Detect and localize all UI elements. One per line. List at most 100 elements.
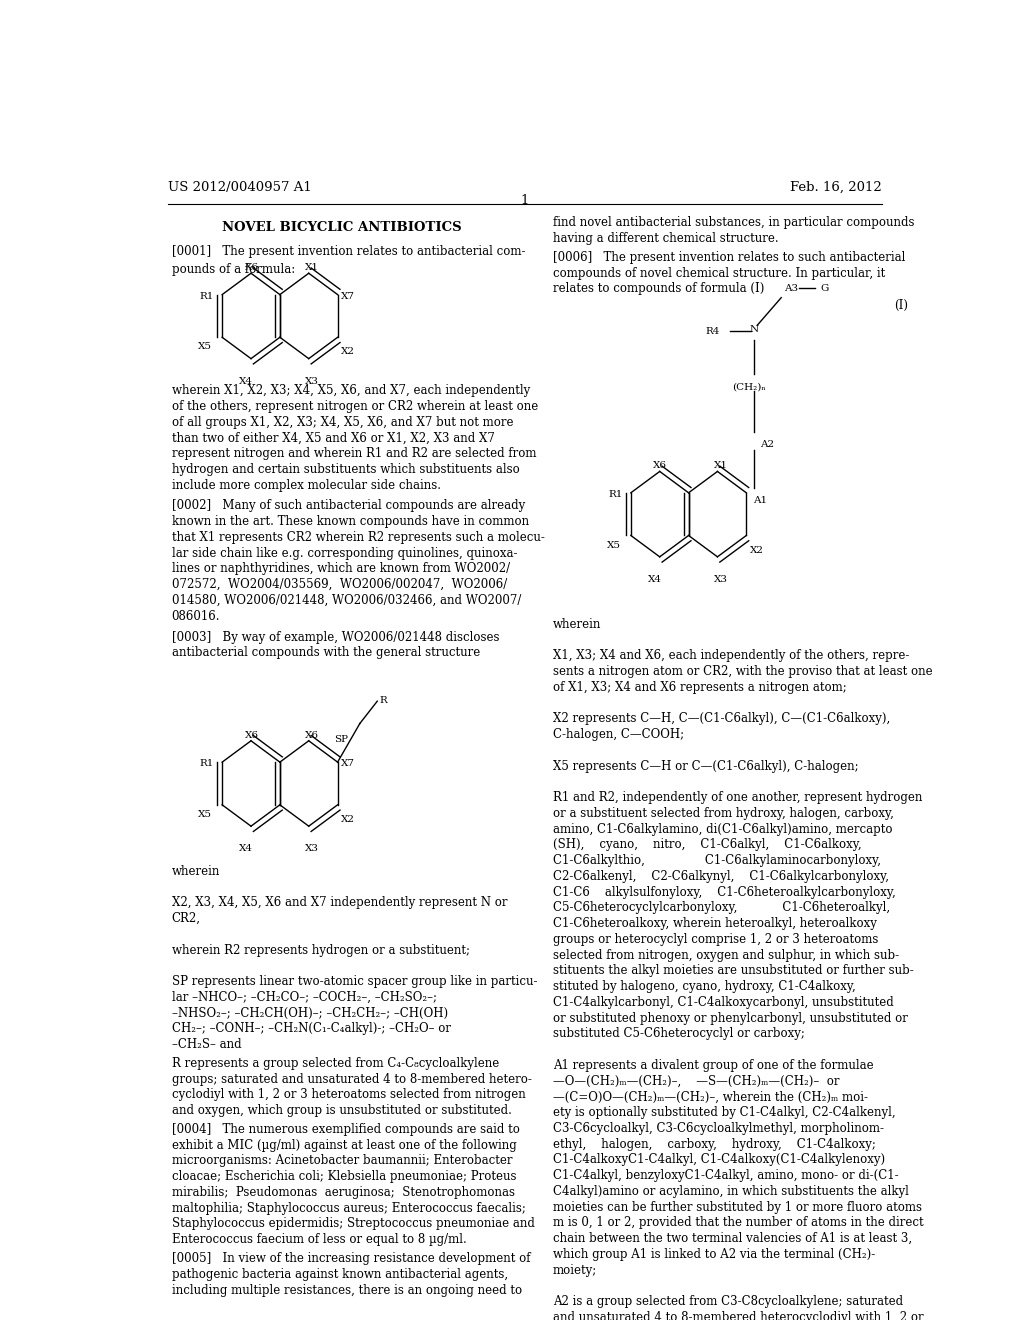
Text: [0002]   Many of such antibacterial compounds are already: [0002] Many of such antibacterial compou… <box>172 499 525 512</box>
Text: moieties can be further substituted by 1 or more fluoro atoms: moieties can be further substituted by 1… <box>553 1201 922 1213</box>
Text: G: G <box>820 284 828 293</box>
Text: antibacterial compounds with the general structure: antibacterial compounds with the general… <box>172 647 480 659</box>
Text: moiety;: moiety; <box>553 1263 597 1276</box>
Text: C1-C6heteroalkoxy, wherein heteroalkyl, heteroalkoxy: C1-C6heteroalkoxy, wherein heteroalkyl, … <box>553 917 877 931</box>
Text: X6: X6 <box>245 731 259 739</box>
Text: (CH₂)ₙ: (CH₂)ₙ <box>732 383 766 392</box>
Text: SP represents linear two-atomic spacer group like in particu-: SP represents linear two-atomic spacer g… <box>172 975 538 989</box>
Text: hydrogen and certain substituents which substituents also: hydrogen and certain substituents which … <box>172 463 519 475</box>
Text: X4: X4 <box>240 378 253 385</box>
Text: and oxygen, which group is unsubstituted or substituted.: and oxygen, which group is unsubstituted… <box>172 1104 512 1117</box>
Text: stituted by halogeno, cyano, hydroxy, C1-C4alkoxy,: stituted by halogeno, cyano, hydroxy, C1… <box>553 981 855 993</box>
Text: than two of either X4, X5 and X6 or X1, X2, X3 and X7: than two of either X4, X5 and X6 or X1, … <box>172 432 495 445</box>
Text: X1: X1 <box>714 461 727 470</box>
Text: that X1 represents CR2 wherein R2 represents such a molecu-: that X1 represents CR2 wherein R2 repres… <box>172 531 545 544</box>
Text: substituted C5-C6heterocyclyl or carboxy;: substituted C5-C6heterocyclyl or carboxy… <box>553 1027 805 1040</box>
Text: [0001]   The present invention relates to antibacterial com-: [0001] The present invention relates to … <box>172 244 525 257</box>
Text: —(C=O)O—(CH₂)ₘ—(CH₂)–, wherein the (CH₂)ₘ moi-: —(C=O)O—(CH₂)ₘ—(CH₂)–, wherein the (CH₂)… <box>553 1090 867 1104</box>
Text: C1-C4alkylcarbonyl, C1-C4alkoxycarbonyl, unsubstituted: C1-C4alkylcarbonyl, C1-C4alkoxycarbonyl,… <box>553 995 893 1008</box>
Text: X1: X1 <box>305 263 318 272</box>
Text: groups; saturated and unsaturated 4 to 8-membered hetero-: groups; saturated and unsaturated 4 to 8… <box>172 1073 531 1085</box>
Text: [0006]   The present invention relates to such antibacterial: [0006] The present invention relates to … <box>553 251 905 264</box>
Text: X3: X3 <box>305 378 318 385</box>
Text: X5: X5 <box>199 810 212 818</box>
Text: pathogenic bacteria against known antibacterial agents,: pathogenic bacteria against known antiba… <box>172 1267 508 1280</box>
Text: X4: X4 <box>648 576 662 585</box>
Text: [0005]   In view of the increasing resistance development of: [0005] In view of the increasing resista… <box>172 1253 530 1265</box>
Text: R1: R1 <box>200 292 214 301</box>
Text: X6: X6 <box>305 731 318 739</box>
Text: X4: X4 <box>240 845 253 854</box>
Text: X7: X7 <box>341 292 354 301</box>
Text: represent nitrogen and wherein R1 and R2 are selected from: represent nitrogen and wherein R1 and R2… <box>172 447 537 461</box>
Text: stituents the alkyl moieties are unsubstituted or further sub-: stituents the alkyl moieties are unsubst… <box>553 965 913 977</box>
Text: C-halogen, C—COOH;: C-halogen, C—COOH; <box>553 729 684 741</box>
Text: X2: X2 <box>341 347 354 356</box>
Text: A3: A3 <box>783 284 798 293</box>
Text: —O—(CH₂)ₘ—(CH₂)–,    —S—(CH₂)ₘ—(CH₂)–  or: —O—(CH₂)ₘ—(CH₂)–, —S—(CH₂)ₘ—(CH₂)– or <box>553 1074 839 1088</box>
Text: or substituted phenoxy or phenylcarbonyl, unsubstituted or: or substituted phenoxy or phenylcarbonyl… <box>553 1011 907 1024</box>
Text: X5: X5 <box>607 541 621 549</box>
Text: m is 0, 1 or 2, provided that the number of atoms in the direct: m is 0, 1 or 2, provided that the number… <box>553 1217 924 1229</box>
Text: –CH₂S– and: –CH₂S– and <box>172 1038 242 1051</box>
Text: Staphylococcus epidermidis; Streptococcus pneumoniae and: Staphylococcus epidermidis; Streptococcu… <box>172 1217 535 1230</box>
Text: known in the art. These known compounds have in common: known in the art. These known compounds … <box>172 515 528 528</box>
Text: cyclodiyl with 1, 2 or 3 heteroatoms selected from nitrogen: cyclodiyl with 1, 2 or 3 heteroatoms sel… <box>172 1089 525 1101</box>
Text: X2: X2 <box>750 545 764 554</box>
Text: sents a nitrogen atom or CR2, with the proviso that at least one: sents a nitrogen atom or CR2, with the p… <box>553 665 932 678</box>
Text: R4: R4 <box>706 327 720 337</box>
Text: mirabilis;  Pseudomonas  aeruginosa;  Stenotrophomonas: mirabilis; Pseudomonas aeruginosa; Steno… <box>172 1185 515 1199</box>
Text: having a different chemical structure.: having a different chemical structure. <box>553 232 778 246</box>
Text: X6: X6 <box>245 263 259 272</box>
Text: X3: X3 <box>714 576 727 585</box>
Text: microorganisms: Acinetobacter baumannii; Enterobacter: microorganisms: Acinetobacter baumannii;… <box>172 1155 512 1167</box>
Text: lar side chain like e.g. corresponding quinolines, quinoxa-: lar side chain like e.g. corresponding q… <box>172 546 517 560</box>
Text: X6: X6 <box>653 461 668 470</box>
Text: find novel antibacterial substances, in particular compounds: find novel antibacterial substances, in … <box>553 216 914 230</box>
Text: exhibit a MIC (µg/ml) against at least one of the following: exhibit a MIC (µg/ml) against at least o… <box>172 1139 516 1152</box>
Text: selected from nitrogen, oxygen and sulphur, in which sub-: selected from nitrogen, oxygen and sulph… <box>553 949 899 962</box>
Text: groups or heterocyclyl comprise 1, 2 or 3 heteroatoms: groups or heterocyclyl comprise 1, 2 or … <box>553 933 878 946</box>
Text: wherein: wherein <box>553 618 601 631</box>
Text: C4alkyl)amino or acylamino, in which substituents the alkyl: C4alkyl)amino or acylamino, in which sub… <box>553 1185 908 1199</box>
Text: wherein: wherein <box>172 865 220 878</box>
Text: SP: SP <box>335 735 348 743</box>
Text: R1 and R2, independently of one another, represent hydrogen: R1 and R2, independently of one another,… <box>553 791 922 804</box>
Text: C1-C6    alkylsulfonyloxy,    C1-C6heteroalkylcarbonyloxy,: C1-C6 alkylsulfonyloxy, C1-C6heteroalkyl… <box>553 886 895 899</box>
Text: (SH),    cyano,    nitro,    C1-C6alkyl,    C1-C6alkoxy,: (SH), cyano, nitro, C1-C6alkyl, C1-C6alk… <box>553 838 861 851</box>
Text: of all groups X1, X2, X3; X4, X5, X6, and X7 but not more: of all groups X1, X2, X3; X4, X5, X6, an… <box>172 416 513 429</box>
Text: and unsaturated 4 to 8-membered heterocyclodiyl with 1, 2 or: and unsaturated 4 to 8-membered heterocy… <box>553 1311 924 1320</box>
Text: C1-C4alkyl, benzyloxyC1-C4alkyl, amino, mono- or di-(C1-: C1-C4alkyl, benzyloxyC1-C4alkyl, amino, … <box>553 1170 898 1183</box>
Text: X7: X7 <box>341 759 354 768</box>
Text: wherein R2 represents hydrogen or a substituent;: wherein R2 represents hydrogen or a subs… <box>172 944 470 957</box>
Text: of X1, X3; X4 and X6 represents a nitrogen atom;: of X1, X3; X4 and X6 represents a nitrog… <box>553 681 846 694</box>
Text: compounds of novel chemical structure. In particular, it: compounds of novel chemical structure. I… <box>553 267 885 280</box>
Text: A1 represents a divalent group of one of the formulae: A1 represents a divalent group of one of… <box>553 1059 873 1072</box>
Text: A1: A1 <box>753 496 767 504</box>
Text: X2, X3, X4, X5, X6 and X7 independently represent N or: X2, X3, X4, X5, X6 and X7 independently … <box>172 896 507 909</box>
Text: 014580, WO2006/021448, WO2006/032466, and WO2007/: 014580, WO2006/021448, WO2006/032466, an… <box>172 594 521 607</box>
Text: R1: R1 <box>200 759 214 768</box>
Text: [0004]   The numerous exemplified compounds are said to: [0004] The numerous exemplified compound… <box>172 1123 519 1137</box>
Text: C3-C6cycloalkyl, C3-C6cycloalkylmethyl, morpholinom-: C3-C6cycloalkyl, C3-C6cycloalkylmethyl, … <box>553 1122 884 1135</box>
Text: relates to compounds of formula (I): relates to compounds of formula (I) <box>553 282 764 296</box>
Text: CH₂–; –CONH–; –CH₂N(C₁-C₄alkyl)-; –CH₂O– or: CH₂–; –CONH–; –CH₂N(C₁-C₄alkyl)-; –CH₂O–… <box>172 1023 451 1035</box>
Text: [0003]   By way of example, WO2006/021448 discloses: [0003] By way of example, WO2006/021448 … <box>172 631 499 644</box>
Text: –NHSO₂–; –CH₂CH(OH)–; –CH₂CH₂–; –CH(OH): –NHSO₂–; –CH₂CH(OH)–; –CH₂CH₂–; –CH(OH) <box>172 1007 447 1019</box>
Text: X2 represents C—H, C—(C1-C6alkyl), C—(C1-C6alkoxy),: X2 represents C—H, C—(C1-C6alkyl), C—(C1… <box>553 713 890 725</box>
Text: NOVEL BICYCLIC ANTIBIOTICS: NOVEL BICYCLIC ANTIBIOTICS <box>222 222 462 235</box>
Text: C1-C4alkoxyC1-C4alkyl, C1-C4alkoxy(C1-C4alkylenoxy): C1-C4alkoxyC1-C4alkyl, C1-C4alkoxy(C1-C4… <box>553 1154 885 1167</box>
Text: maltophilia; Staphylococcus aureus; Enterococcus faecalis;: maltophilia; Staphylococcus aureus; Ente… <box>172 1201 525 1214</box>
Text: amino, C1-C6alkylamino, di(C1-C6alkyl)amino, mercapto: amino, C1-C6alkylamino, di(C1-C6alkyl)am… <box>553 822 892 836</box>
Text: A2: A2 <box>760 440 774 449</box>
Text: chain between the two terminal valencies of A1 is at least 3,: chain between the two terminal valencies… <box>553 1233 911 1245</box>
Text: 086016.: 086016. <box>172 610 220 623</box>
Text: N: N <box>750 325 759 334</box>
Text: X5 represents C—H or C—(C1-C6alkyl), C-halogen;: X5 represents C—H or C—(C1-C6alkyl), C-h… <box>553 759 858 772</box>
Text: R1: R1 <box>608 490 623 499</box>
Text: C2-C6alkenyl,    C2-C6alkynyl,    C1-C6alkylcarbonyloxy,: C2-C6alkenyl, C2-C6alkynyl, C1-C6alkylca… <box>553 870 889 883</box>
Text: 1: 1 <box>520 194 529 207</box>
Text: X5: X5 <box>199 342 212 351</box>
Text: lines or naphthyridines, which are known from WO2002/: lines or naphthyridines, which are known… <box>172 562 510 576</box>
Text: X3: X3 <box>305 845 318 854</box>
